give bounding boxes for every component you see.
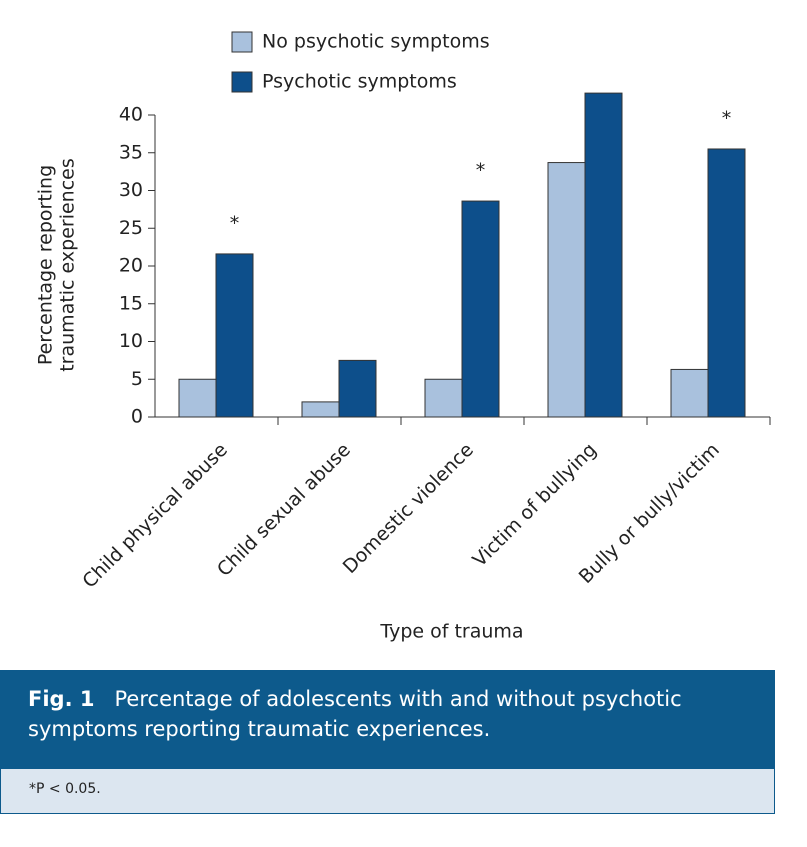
bar [178,378,217,418]
x-axis-label: Type of trauma [379,621,523,643]
y-tick-label: 40 [119,104,143,126]
x-tick-label: Child physical abuse [78,439,232,593]
bar [301,401,340,418]
significance-marker: * [476,160,486,182]
bar [461,200,500,418]
y-tick-label: 5 [131,368,143,390]
significance-marker: * [722,107,732,129]
bar [424,378,463,418]
significance-marker: * [230,212,240,234]
x-tick-label: Domestic violence [339,439,478,578]
x-tick-label: Child sexual abuse [213,439,355,581]
y-tick-label: 30 [119,179,143,201]
bar [215,253,254,418]
y-tick-label: 35 [119,141,143,163]
legend-swatch [231,71,253,93]
legend-swatch [231,31,253,53]
y-tick-label: 10 [119,330,143,352]
caption: Fig. 1 Percentage of adolescents with an… [0,670,775,768]
legend-label: No psychotic symptoms [262,31,490,53]
x-tick-label: Bully or bully/victim [575,439,724,588]
bar [670,368,709,418]
bar [547,162,586,418]
y-axis-label: Percentage reporting [35,165,57,365]
x-tick-label: Victim of bullying [469,439,601,571]
bar [584,92,623,418]
caption-text: Percentage of adolescents with and witho… [28,687,682,741]
legend-label: Psychotic symptoms [262,71,457,93]
y-tick-label: 15 [119,292,143,314]
y-axis-label: traumatic experiences [57,158,79,372]
chart: Type of trauma Percentage reporting trau… [35,31,771,643]
bar [707,148,746,418]
y-tick-label: 20 [119,255,143,277]
y-tick-label: 25 [119,217,143,239]
bar [338,359,377,418]
y-tick-label: 0 [131,406,143,428]
caption-label: Fig. 1 [28,687,95,711]
footnote: *P < 0.05. [0,768,775,814]
